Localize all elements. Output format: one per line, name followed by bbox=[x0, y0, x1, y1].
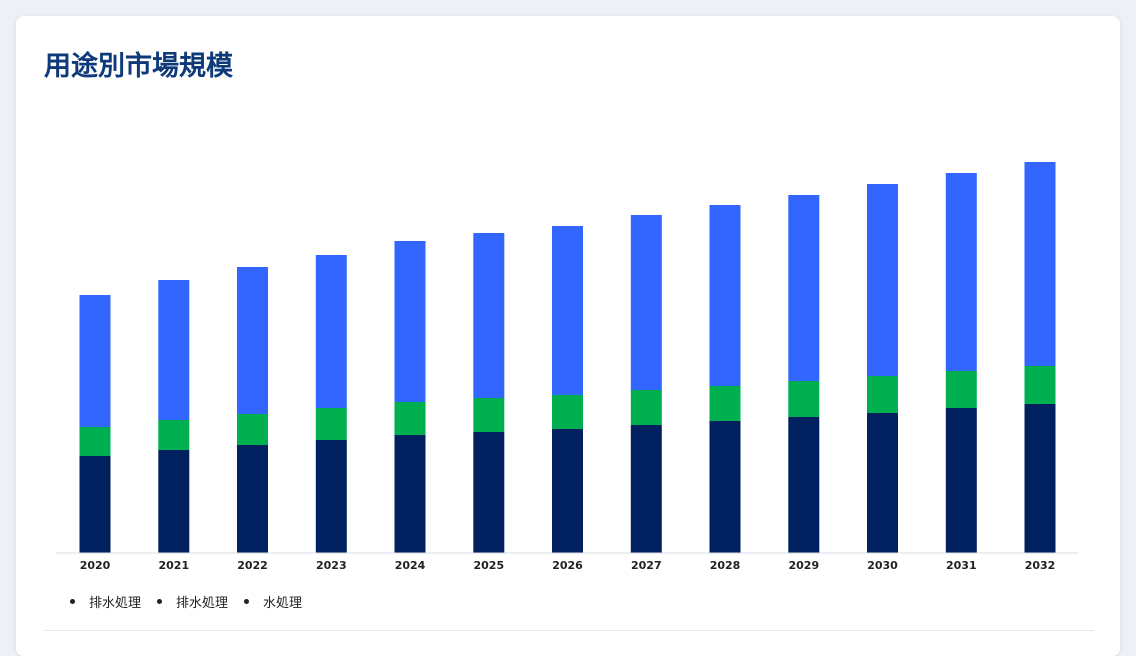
bar-2027-series-2 bbox=[630, 390, 662, 425]
bar-2029-series-2 bbox=[788, 381, 820, 417]
bar-2020-series-3 bbox=[79, 295, 111, 427]
x-tick-label: 2021 bbox=[158, 559, 189, 572]
x-tick-label: 2023 bbox=[316, 559, 347, 572]
bar-2028-series-3 bbox=[709, 205, 741, 386]
bullet-icon bbox=[157, 599, 163, 604]
bar-2029-series-1 bbox=[788, 417, 820, 553]
bar-2022-series-2 bbox=[237, 414, 268, 445]
legend-item-3: 水処理 bbox=[244, 592, 302, 611]
bar-2030-series-1 bbox=[867, 413, 898, 553]
bar-2025-series-1 bbox=[473, 432, 505, 553]
bar-2031-series-3 bbox=[945, 173, 977, 371]
bar-2029-series-3 bbox=[788, 195, 820, 381]
bar-2025-series-3 bbox=[473, 233, 505, 398]
bar-2032-series-2 bbox=[1024, 366, 1056, 404]
bar-2030-series-2 bbox=[867, 376, 898, 413]
x-tick-label: 2024 bbox=[395, 559, 426, 572]
x-tick-label: 2031 bbox=[946, 559, 977, 572]
page-title: 用途別市場規模 bbox=[44, 51, 233, 82]
legend-item-1: 排水処理 bbox=[70, 592, 141, 611]
bars-group bbox=[79, 162, 1056, 553]
legend-label-3: 水処理 bbox=[263, 596, 303, 611]
bar-2021-series-3 bbox=[158, 280, 190, 420]
x-tick-label: 2032 bbox=[1025, 559, 1056, 572]
bar-2023-series-1 bbox=[315, 440, 347, 553]
bar-2032-series-1 bbox=[1024, 404, 1056, 553]
bar-2023-series-2 bbox=[315, 408, 347, 440]
bar-2024-series-1 bbox=[394, 435, 426, 553]
stacked-bar-chart: 2020 2021 2022 2023 2024 2025 2026 2027 2028 2029… bbox=[56, 162, 1078, 572]
legend: 排水処理 排水処理 水処理 bbox=[70, 592, 302, 611]
x-tick-label: 2026 bbox=[552, 559, 583, 572]
x-tick-label: 2022 bbox=[237, 559, 268, 572]
x-tick-label: 2027 bbox=[631, 559, 662, 572]
bar-2022-series-3 bbox=[237, 267, 268, 414]
bar-2020-series-1 bbox=[79, 456, 111, 553]
bar-2021-series-2 bbox=[158, 420, 190, 450]
bar-2027-series-1 bbox=[630, 425, 662, 553]
bar-2024-series-2 bbox=[394, 402, 426, 435]
bullet-icon bbox=[70, 599, 75, 604]
bar-2024-series-3 bbox=[394, 241, 426, 402]
bar-2023-series-3 bbox=[315, 255, 347, 408]
bar-2032-series-3 bbox=[1024, 162, 1056, 366]
legend-item-2: 排水処理 bbox=[157, 592, 228, 611]
x-tick-label: 2020 bbox=[80, 559, 111, 572]
bar-2031-series-1 bbox=[945, 408, 977, 553]
x-axis-ticks: 2020 2021 2022 2023 2024 2025 2026 2027 2028 2029… bbox=[80, 559, 1056, 572]
bar-2021-series-1 bbox=[158, 450, 190, 553]
bar-2026-series-3 bbox=[552, 226, 583, 395]
bar-2026-series-2 bbox=[552, 395, 583, 429]
bullet-icon bbox=[244, 599, 250, 604]
x-tick-label: 2028 bbox=[710, 559, 741, 572]
divider bbox=[44, 630, 1094, 631]
bar-2028-series-1 bbox=[709, 421, 741, 553]
bar-2028-series-2 bbox=[709, 386, 741, 421]
bar-2027-series-3 bbox=[630, 215, 662, 390]
chart-card: 用途別市場規模 2020 2021 2022 2023 2024 2025 2026 2027… bbox=[16, 16, 1120, 656]
bar-2030-series-3 bbox=[867, 184, 898, 376]
legend-label-2: 排水処理 bbox=[176, 596, 229, 611]
bar-2022-series-1 bbox=[237, 445, 268, 553]
bar-2026-series-1 bbox=[552, 429, 583, 553]
bar-2020-series-2 bbox=[79, 427, 111, 456]
x-tick-label: 2030 bbox=[867, 559, 898, 572]
legend-label-1: 排水処理 bbox=[89, 596, 142, 611]
x-tick-label: 2025 bbox=[473, 559, 504, 572]
x-tick-label: 2029 bbox=[788, 559, 819, 572]
bar-2031-series-2 bbox=[945, 371, 977, 408]
bar-2025-series-2 bbox=[473, 398, 505, 432]
